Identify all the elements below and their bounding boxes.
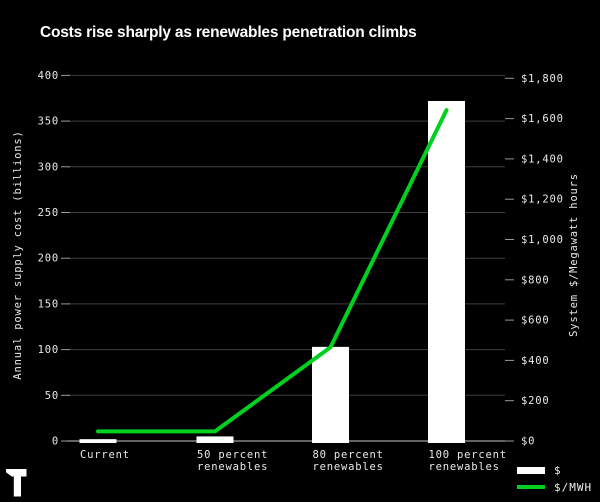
right-axis-tick-label: $0 [521, 436, 535, 448]
right-axis-tick-label: $1,800 [521, 73, 564, 85]
x-tick-label: 50 percent [197, 449, 268, 461]
line-swatch-icon [517, 485, 545, 489]
x-tick-label: 100 percent [429, 449, 507, 461]
right-axis-tick-label: $1,400 [521, 153, 564, 165]
bar-3 [312, 346, 349, 443]
legend-item-line: $/MWH [517, 480, 592, 494]
right-axis-tick-label: $800 [521, 274, 550, 286]
x-tick-label: Current [80, 449, 130, 461]
left-axis-title: Annual power supply cost (billions) [12, 130, 24, 379]
left-axis-tick-label: 150 [38, 298, 59, 310]
left-axis-tick-label: 100 [38, 344, 59, 356]
left-axis-tick-label: 200 [38, 253, 59, 265]
left-axis-tick-label: 300 [38, 161, 59, 173]
left-axis-tick-label: 50 [45, 390, 59, 402]
right-axis-tick-label: $1,200 [521, 194, 564, 206]
bar-4 [428, 100, 465, 443]
left-axis-tick-label: 0 [52, 436, 59, 448]
bar-1 [79, 439, 117, 443]
left-axis-tick-label: 250 [38, 207, 59, 219]
chart-title: Costs rise sharply as renewables penetra… [40, 24, 417, 41]
x-tick-label: renewables [197, 461, 268, 473]
t-logo-icon [6, 469, 27, 497]
cost-per-mwh-line [96, 108, 449, 434]
x-tick-label: 80 percent [313, 449, 384, 461]
x-tick-label: renewables [313, 461, 384, 473]
right-axis: $0 $200 $400 $600 $800 $1,000 $1,200 $1,400 $1,6… [505, 73, 564, 448]
bar-series [79, 100, 465, 443]
right-axis-tick-label: $1,000 [521, 234, 564, 246]
right-axis-title: System $/Megawatt hours [568, 173, 580, 337]
right-axis-tick-label: $600 [521, 315, 550, 327]
x-tick-label: renewables [429, 461, 500, 473]
left-axis-tick-label: 350 [38, 116, 59, 128]
left-axis-tick-label: 400 [38, 70, 59, 82]
bar-swatch-icon [517, 466, 545, 474]
legend-bar-label: $ [554, 463, 562, 477]
legend: $ $/MWH [517, 463, 592, 494]
right-axis-tick-label: $200 [521, 395, 550, 407]
left-axis: 0 50 100 150 200 250 300 350 400 [38, 70, 70, 448]
legend-line-label: $/MWH [554, 480, 593, 494]
bar-2 [196, 436, 234, 443]
legend-item-bar: $ [517, 463, 592, 477]
right-axis-tick-label: $400 [521, 355, 550, 367]
right-axis-tick-label: $1,600 [521, 113, 564, 125]
